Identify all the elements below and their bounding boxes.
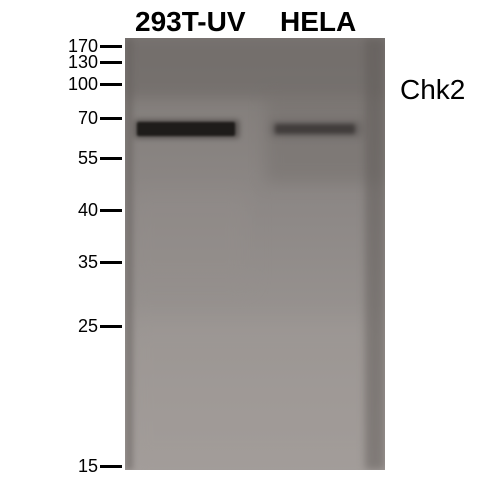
mw-tick-40 xyxy=(100,209,122,212)
mw-label-40: 40 xyxy=(78,200,98,221)
mw-tick-70 xyxy=(100,117,122,120)
blot-smudge xyxy=(125,318,385,470)
blot-edge-left xyxy=(125,38,133,470)
mw-label-100: 100 xyxy=(68,74,98,95)
mw-label-55: 55 xyxy=(78,148,98,169)
mw-label-70: 70 xyxy=(78,108,98,129)
blot-smudge xyxy=(130,188,250,288)
blot-membrane xyxy=(125,38,385,470)
western-blot-figure: 293T-UV HELA Chk2 170 130 100 70 55 40 3… xyxy=(0,0,500,500)
lane-label-hela: HELA xyxy=(280,6,356,38)
mw-label-25: 25 xyxy=(78,316,98,337)
mw-tick-35 xyxy=(100,261,122,264)
band-293t-uv xyxy=(137,122,235,136)
mw-tick-55 xyxy=(100,157,122,160)
protein-label-chk2: Chk2 xyxy=(400,74,465,106)
lane-label-293t-uv: 293T-UV xyxy=(135,6,246,38)
mw-tick-100 xyxy=(100,83,122,86)
blot-smudge xyxy=(125,38,385,98)
mw-tick-15 xyxy=(100,465,122,468)
mw-label-15: 15 xyxy=(78,456,98,477)
mw-tick-170 xyxy=(100,45,122,48)
blot-edge-right xyxy=(365,38,385,470)
mw-label-130: 130 xyxy=(68,52,98,73)
band-hela xyxy=(275,124,355,134)
mw-label-35: 35 xyxy=(78,252,98,273)
mw-tick-25 xyxy=(100,325,122,328)
mw-tick-130 xyxy=(100,61,122,64)
